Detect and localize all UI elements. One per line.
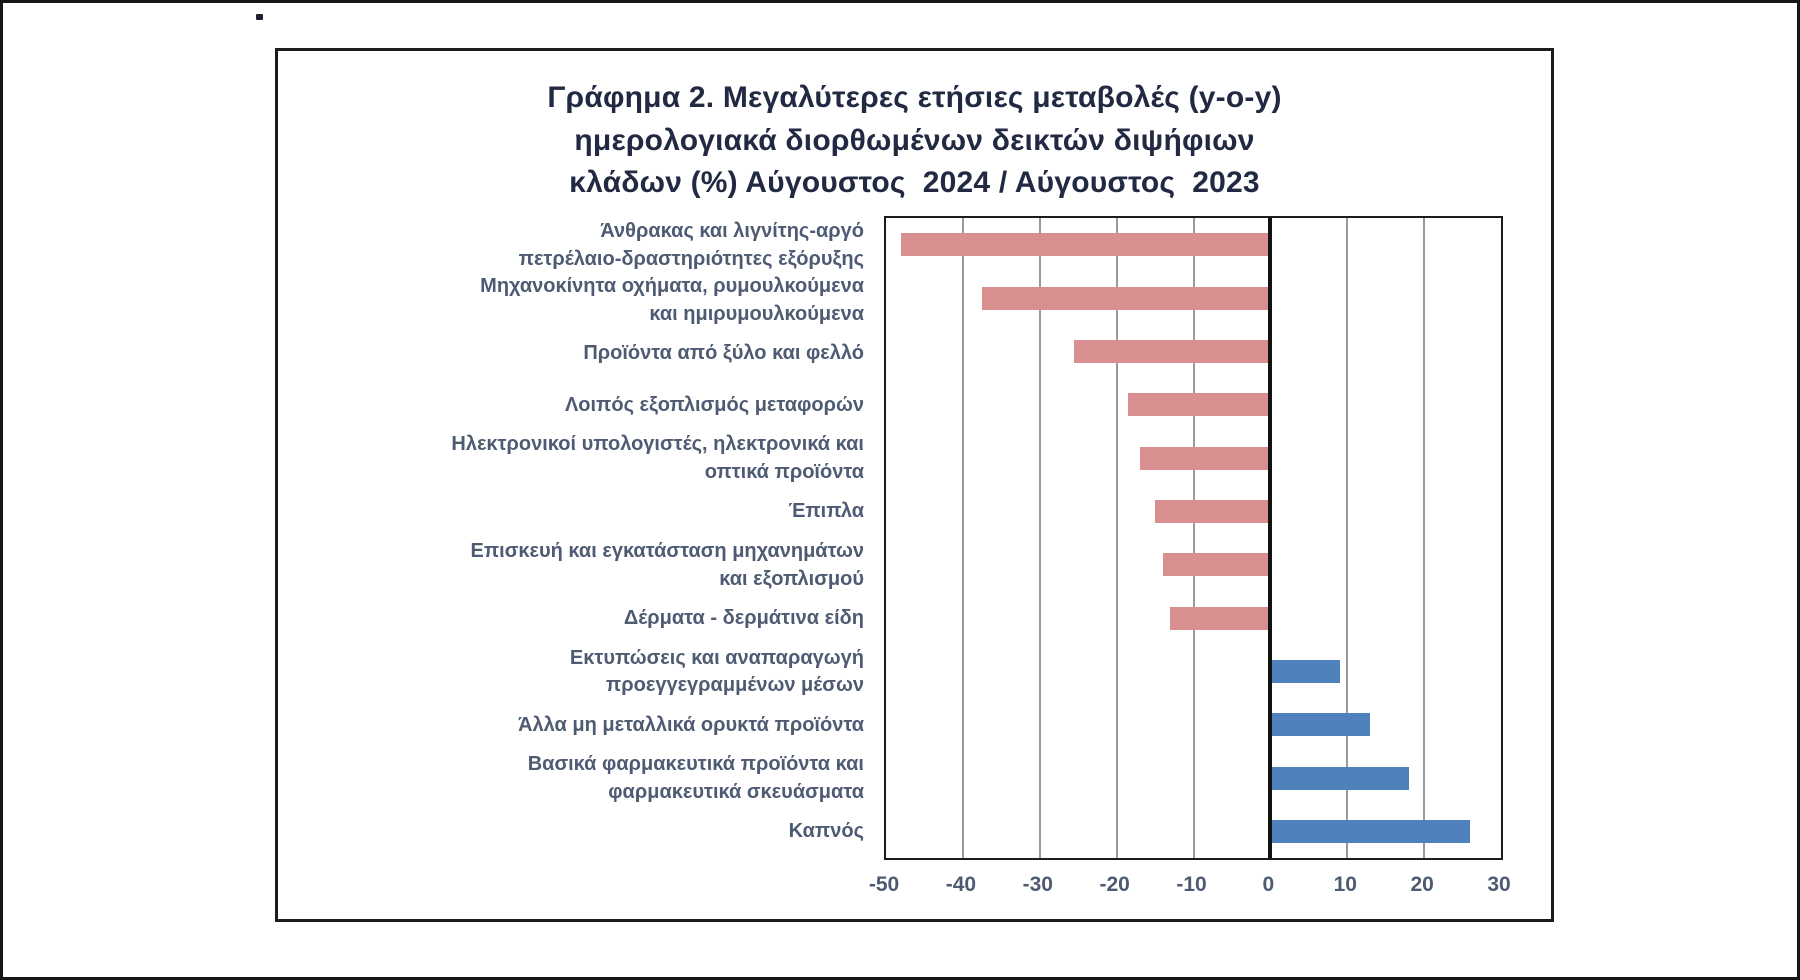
gridline-20 [1423, 218, 1426, 858]
bar-negative-6 [1162, 553, 1271, 577]
x-tick-label--10: -10 [1176, 873, 1207, 896]
bar-negative-3 [1128, 393, 1271, 417]
bar-positive-10 [1270, 766, 1409, 790]
category-label-9: Άλλα μη μεταλλικά ορυκτά προϊόντα [288, 700, 864, 751]
category-label-5: Έπιπλα [288, 487, 864, 538]
gridline-10 [1346, 218, 1349, 858]
category-label-line: Δέρματα - δερμάτινα είδη [623, 607, 864, 630]
chart-container: Γράφημα 2. Μεγαλύτερες ετήσιες μεταβολές… [275, 48, 1554, 922]
chart-title: Γράφημα 2. Μεγαλύτερες ετήσιες μεταβολές… [278, 77, 1551, 205]
category-label-8: Εκτυπώσεις και αναπαραγωγή προεγγεγραμμέν… [288, 645, 864, 700]
x-tick-label-10: 10 [1333, 873, 1357, 896]
category-label-line: Έπιπλα [788, 500, 864, 523]
bar-negative-7 [1170, 606, 1271, 630]
x-tick-label--30: -30 [1022, 873, 1053, 896]
x-tick-label-0: 0 [1262, 873, 1275, 896]
bar-negative-0 [901, 233, 1271, 257]
bar-negative-2 [1074, 339, 1271, 363]
chart-title-line-1: Γράφημα 2. Μεγαλύτερες ετήσιες μεταβολές… [547, 81, 1282, 114]
category-label-line: πετρέλαιο-δραστηριότητες εξόρυξης [518, 247, 864, 270]
category-label-line: Εκτυπώσεις και αναπαραγωγή [569, 646, 864, 669]
category-label-line: Λοιπός εξοπλισμός μεταφορών [564, 393, 864, 416]
category-label-10: Βασικά φαρμακευτικά προϊόντα και φαρμακευ… [288, 751, 864, 806]
category-label-line: Ηλεκτρονικοί υπολογιστές, ηλεκτρονικά κα… [451, 433, 864, 456]
category-label-line: και εξοπλισμού [719, 567, 864, 590]
bar-positive-8 [1270, 659, 1340, 683]
bar-negative-5 [1155, 499, 1271, 523]
category-label-4: Ηλεκτρονικοί υπολογιστές, ηλεκτρονικά κα… [288, 431, 864, 486]
category-label-11: Καπνός [288, 807, 864, 858]
bar-negative-1 [982, 286, 1271, 310]
bar-negative-4 [1139, 446, 1271, 470]
x-axis-tick-labels: -50 -40 -30 -20 -10 0 10 20 30 [869, 873, 1511, 903]
category-label-line: Προϊόντα από ξύλο και φελλό [583, 342, 864, 365]
category-label-line: προεγγεγραμμένων μέσων [605, 674, 864, 697]
category-label-6: Επισκευή και εγκατάσταση μηχανημάτων και … [288, 538, 864, 593]
category-label-line: Άνθρακας και λιγνίτης-αργό [600, 220, 864, 242]
gridline--30 [1038, 218, 1041, 858]
x-tick-label--40: -40 [945, 873, 977, 896]
category-label-line: Επισκευή και εγκατάσταση μηχανημάτων [470, 540, 864, 563]
category-label-line: Μηχανοκίνητα οχήματα, ρυμουλκούμενα [480, 275, 864, 298]
category-label-2: Προϊόντα από ξύλο και φελλό [288, 328, 864, 379]
x-tick-label--20: -20 [1099, 873, 1130, 896]
x-tick-label--50: -50 [868, 873, 900, 896]
zero-axis-line [1268, 218, 1273, 858]
category-label-line: Καπνός [788, 820, 864, 843]
x-tick-label-20: 20 [1410, 873, 1434, 896]
category-label-line: και ημιρυμουλκούμενα [649, 302, 864, 325]
category-label-line: Βασικά φαρμακευτικά προϊόντα και [527, 753, 864, 776]
category-label-line: οπτικά προϊόντα [704, 460, 864, 483]
category-label-line: φαρμακευτικά σκευάσματα [608, 780, 864, 803]
gridline--10 [1192, 218, 1195, 858]
category-label-line: Άλλα μη μεταλλικά ορυκτά προϊόντα [518, 713, 864, 736]
category-label-1: Μηχανοκίνητα οχήματα, ρυμουλκούμενα και η… [288, 273, 864, 328]
bar-positive-9 [1270, 713, 1371, 737]
bar-positive-11 [1270, 819, 1471, 843]
category-label-0: Άνθρακας και λιγνίτης-αργό πετρέλαιο-δρασ… [288, 218, 864, 273]
category-label-7: Δέρματα - δερμάτινα είδη [288, 593, 864, 644]
category-axis-labels: Άνθρακας και λιγνίτης-αργό πετρέλαιο-δρασ… [288, 218, 864, 858]
plot-area [884, 216, 1503, 860]
stray-mark [256, 14, 263, 20]
category-label-3: Λοιπός εξοπλισμός μεταφορών [288, 380, 864, 431]
chart-title-line-3: κλάδων (%) Αύγουστος 2024 / Αύγουστος 20… [569, 166, 1260, 200]
gridline--40 [961, 218, 964, 858]
gridline--20 [1115, 218, 1118, 858]
x-tick-label-30: 30 [1487, 873, 1511, 896]
chart-title-line-2: ημερολογιακά διορθωμένων δεικτών διψήφιω… [574, 123, 1255, 157]
